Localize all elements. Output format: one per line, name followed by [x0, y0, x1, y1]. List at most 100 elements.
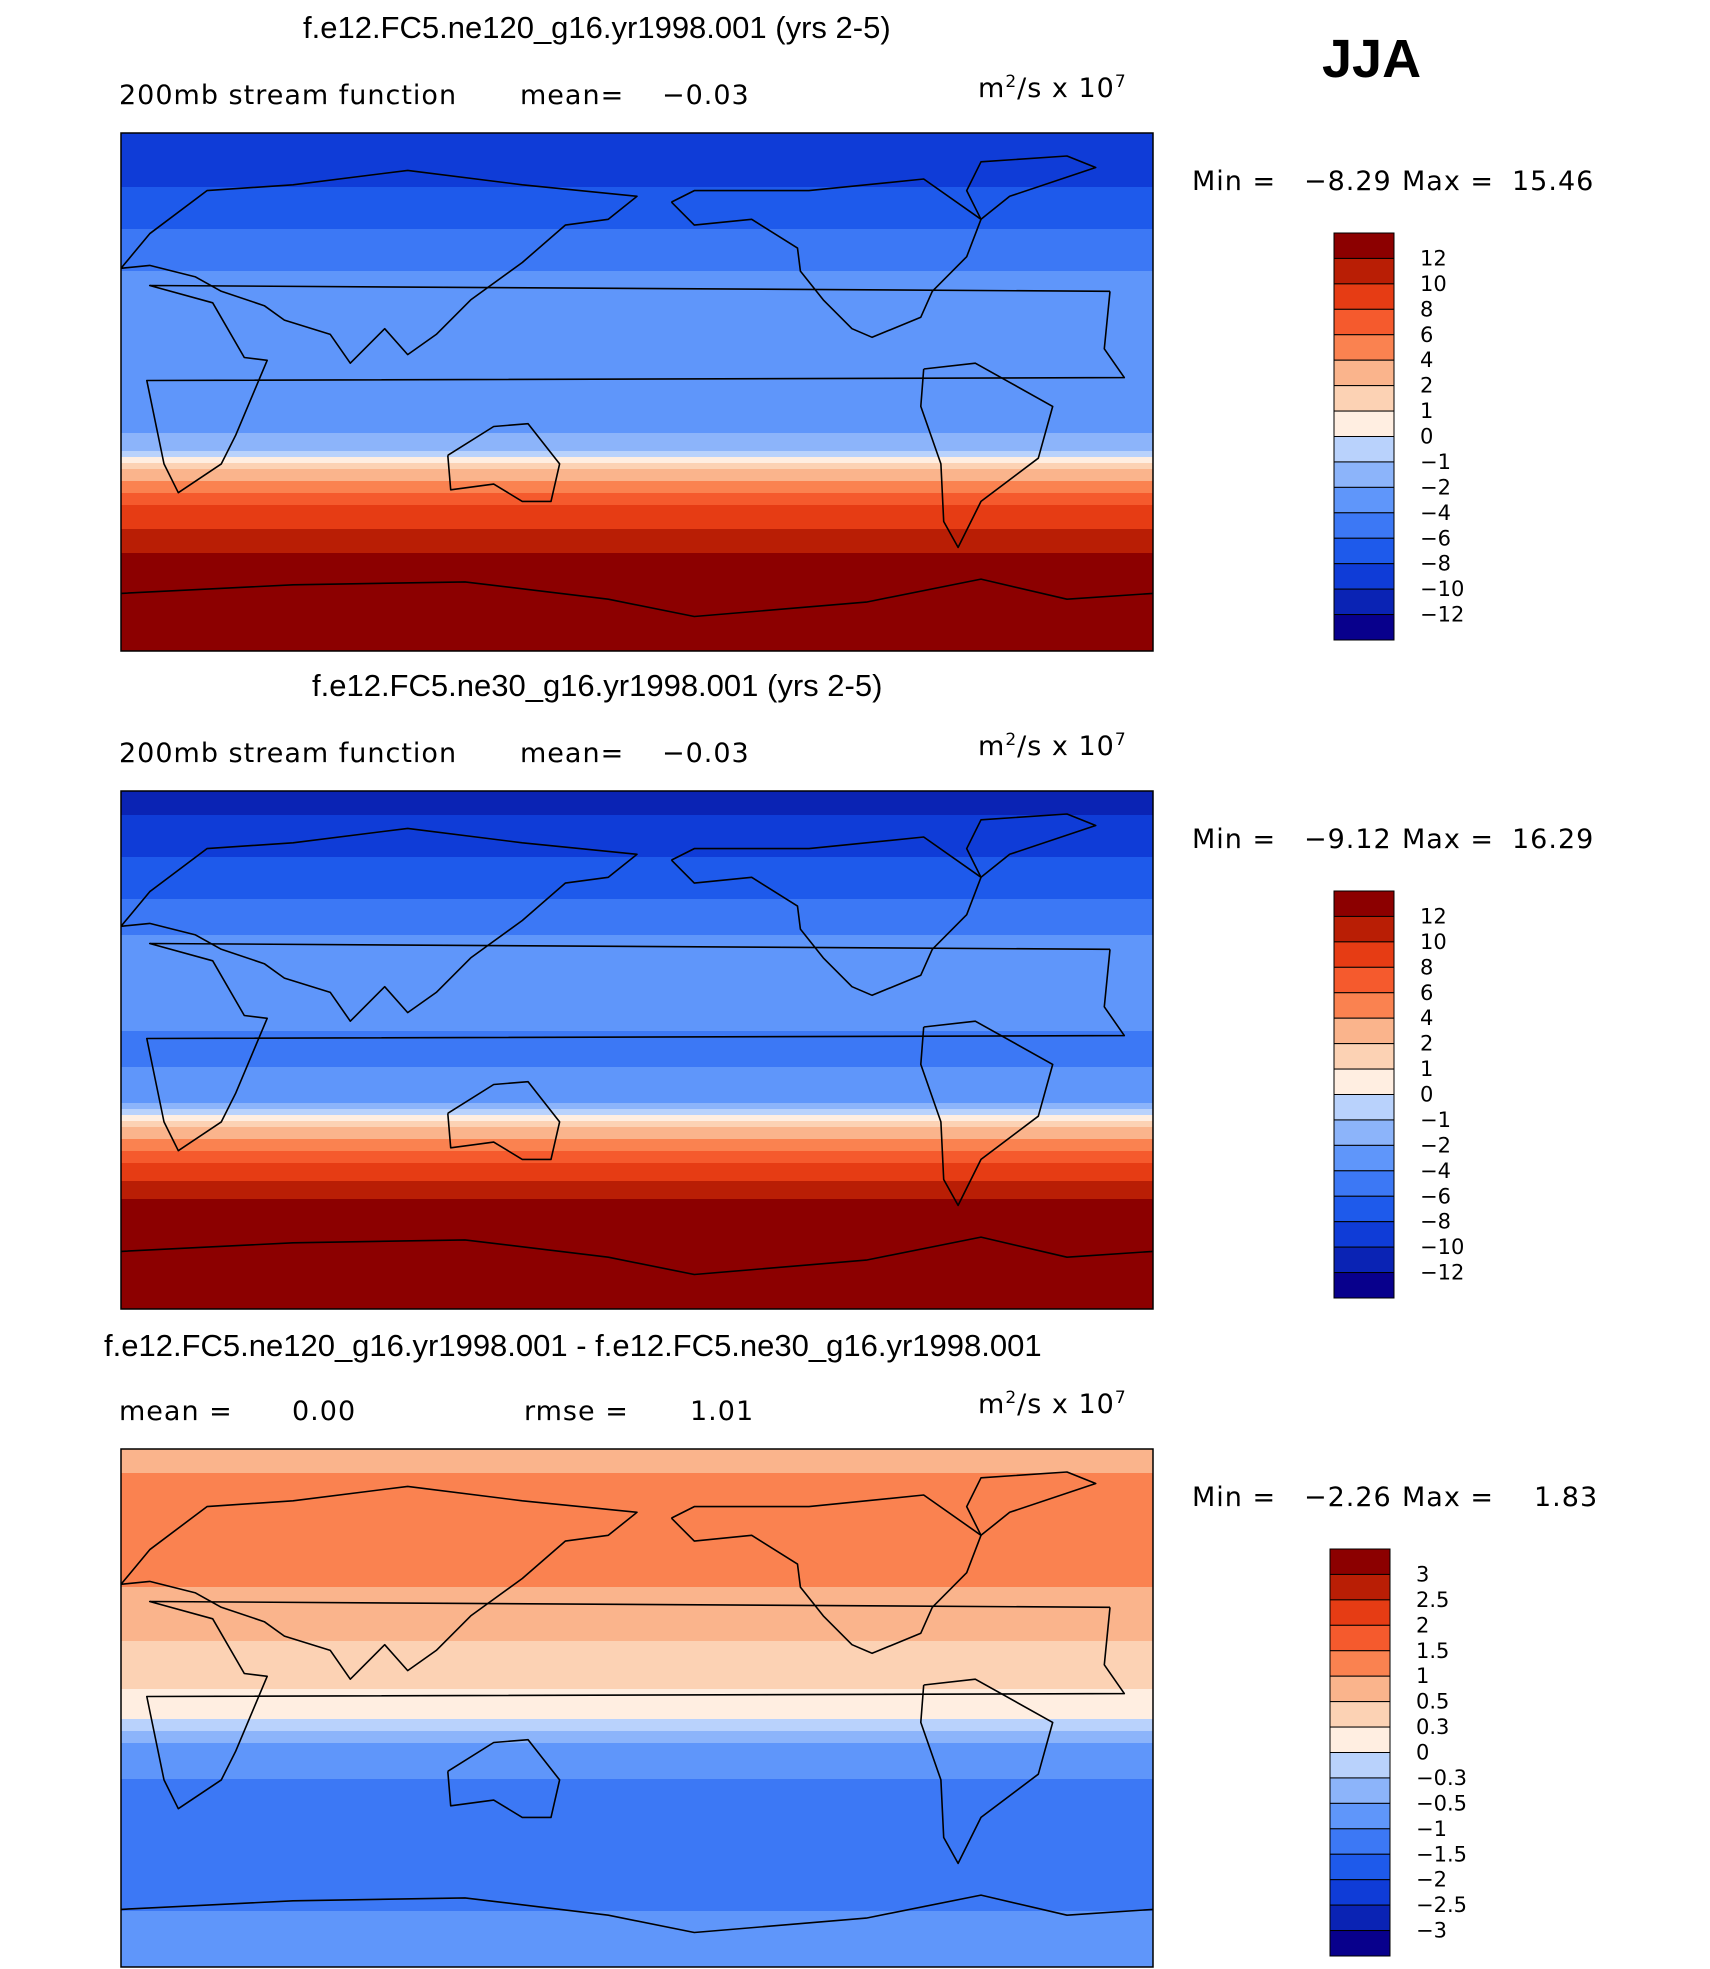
colorbar-label: −8: [1420, 1210, 1451, 1234]
field-band: [121, 1935, 1153, 1942]
colorbar-box: [1333, 1170, 1395, 1197]
field-band: [121, 1707, 1153, 1714]
field-band: [121, 403, 1153, 410]
field-band: [121, 427, 1153, 434]
field-band: [121, 941, 1153, 948]
field-band: [121, 1665, 1153, 1672]
field-band: [121, 881, 1153, 888]
colorbar-box: [1329, 1879, 1391, 1906]
field-band: [121, 1085, 1153, 1092]
field-band: [121, 1301, 1153, 1308]
colorbar-box: [1329, 1752, 1391, 1779]
units-exp: 2: [1005, 72, 1018, 92]
panel-2-max-value: 16.29: [1512, 824, 1595, 855]
field-band: [121, 1617, 1153, 1624]
panel-1-units: m2/s x 107: [978, 72, 1127, 104]
field-band: [121, 241, 1153, 248]
colorbar-label: −4: [1420, 501, 1451, 525]
field-band: [121, 1791, 1153, 1798]
field-band: [121, 385, 1153, 392]
colorbar-box: [1333, 486, 1395, 514]
colorbar-label: 0: [1420, 425, 1433, 449]
field-band: [121, 1157, 1153, 1164]
colorbar-box: [1333, 1068, 1395, 1095]
field-band: [121, 553, 1153, 560]
panel-3-mean-value: 0.00: [292, 1396, 357, 1427]
field-band: [121, 1887, 1153, 1894]
field-band: [121, 1545, 1153, 1552]
field-band: [121, 1641, 1153, 1648]
field-band: [121, 1277, 1153, 1284]
panel-1-max-label: Max =: [1402, 166, 1495, 197]
field-band: [121, 1773, 1153, 1780]
field-band: [121, 1839, 1153, 1846]
continent-outline: [447, 1738, 561, 1819]
field-band: [121, 157, 1153, 164]
field-band: [121, 1067, 1153, 1074]
field-band: [121, 1271, 1153, 1278]
field-band: [121, 337, 1153, 344]
panel-3-units: m2/s x 107: [978, 1388, 1127, 1420]
field-band: [121, 1833, 1153, 1840]
field-band: [121, 1533, 1153, 1540]
field-band: [121, 1635, 1153, 1642]
field-band: [121, 1857, 1153, 1864]
field-band: [121, 181, 1153, 188]
field-band: [121, 815, 1153, 822]
field-band: [121, 247, 1153, 254]
units-mid: /s x 10: [1017, 1389, 1115, 1420]
colorbar-box: [1329, 1828, 1391, 1855]
field-band: [121, 559, 1153, 566]
colorbar-label: 1: [1416, 1664, 1429, 1688]
field-band: [121, 935, 1153, 942]
colorbar-label: 8: [1420, 955, 1433, 979]
field-band: [121, 1563, 1153, 1570]
field-band: [121, 1091, 1153, 1098]
units-exp: 7: [1114, 72, 1127, 92]
colorbar-box: [1333, 1246, 1395, 1274]
field-band: [121, 505, 1153, 512]
field-band: [121, 301, 1153, 308]
field-band: [121, 1587, 1153, 1594]
units-mid: /s x 10: [1017, 73, 1115, 104]
field-band: [121, 965, 1153, 972]
field-band: [121, 1719, 1153, 1726]
colorbar-box: [1333, 915, 1395, 943]
colorbar-box: [1329, 1599, 1391, 1626]
field-band: [121, 577, 1153, 584]
panel-3-title: f.e12.FC5.ne120_g16.yr1998.001 - f.e12.F…: [104, 1328, 1042, 1363]
colorbar-box: [1333, 1043, 1395, 1070]
field-band: [121, 211, 1153, 218]
panel-2-mean-label: mean=: [520, 738, 625, 769]
field-band: [121, 1689, 1153, 1696]
field-band: [121, 421, 1153, 428]
field-band: [121, 487, 1153, 494]
field-band: [121, 1677, 1153, 1684]
colorbar-box: [1333, 1221, 1395, 1248]
field-band: [121, 1503, 1153, 1510]
field-band: [121, 893, 1153, 900]
field-band: [121, 1229, 1153, 1236]
panel-1-min-value: −8.29: [1304, 166, 1392, 197]
field-band: [121, 1905, 1153, 1912]
field-band: [121, 923, 1153, 930]
field-band: [121, 1923, 1153, 1930]
field-band: [121, 469, 1153, 476]
colorbar-box: [1329, 1624, 1391, 1652]
field-band: [121, 1893, 1153, 1900]
field-band: [121, 1217, 1153, 1224]
field-band: [121, 373, 1153, 380]
field-band: [121, 1037, 1153, 1044]
panel-3-rmse-label: rmse =: [524, 1396, 629, 1427]
field-band: [121, 1461, 1153, 1468]
panel-2-mean-value: −0.03: [662, 738, 750, 769]
field-band: [121, 1809, 1153, 1816]
field-band: [121, 869, 1153, 876]
colorbar-label: −0.3: [1416, 1766, 1467, 1790]
colorbar-box: [1333, 563, 1395, 590]
field-band: [121, 1025, 1153, 1032]
panel-1-mean-label: mean=: [520, 80, 625, 111]
colorbar-box: [1333, 257, 1395, 285]
field-band: [121, 1959, 1153, 1966]
field-band: [121, 145, 1153, 152]
